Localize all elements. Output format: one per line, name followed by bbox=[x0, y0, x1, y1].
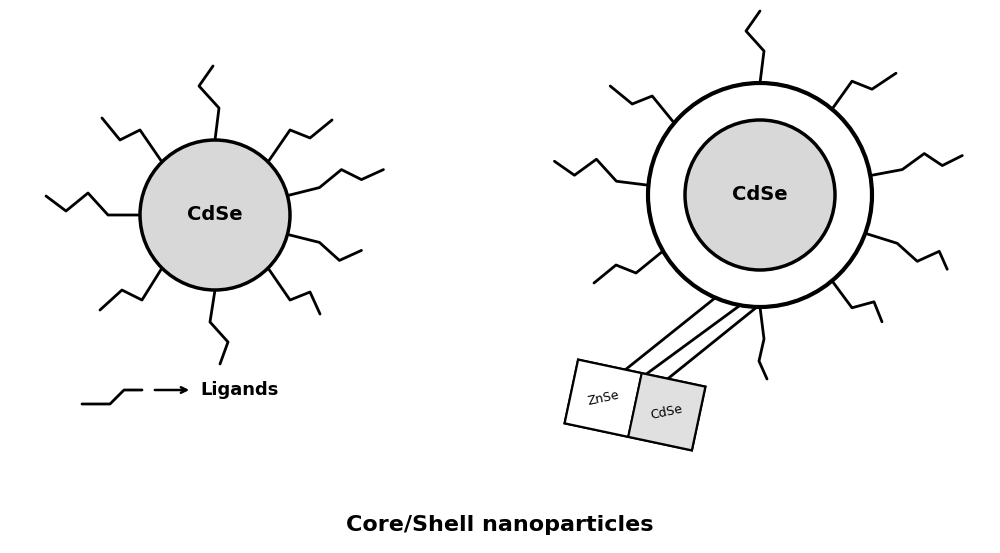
Text: CdSe: CdSe bbox=[732, 185, 788, 205]
Circle shape bbox=[685, 120, 835, 270]
Polygon shape bbox=[628, 373, 705, 450]
Text: CdSe: CdSe bbox=[650, 402, 684, 421]
Text: Core/Shell nanoparticles: Core/Shell nanoparticles bbox=[346, 515, 654, 535]
Polygon shape bbox=[565, 359, 642, 437]
Circle shape bbox=[648, 83, 872, 307]
Text: Ligands: Ligands bbox=[200, 381, 278, 399]
Text: CdSe: CdSe bbox=[187, 206, 243, 225]
Text: ZnSe: ZnSe bbox=[586, 389, 620, 408]
Polygon shape bbox=[565, 359, 705, 450]
Circle shape bbox=[140, 140, 290, 290]
